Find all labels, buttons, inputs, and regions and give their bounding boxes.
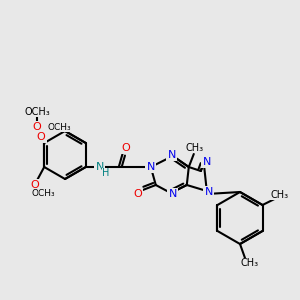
Text: O: O [134, 189, 142, 199]
Text: N: N [147, 162, 155, 172]
Text: O: O [33, 122, 42, 132]
Text: N: N [205, 187, 213, 197]
Text: OCH₃: OCH₃ [47, 122, 71, 131]
Text: N: N [168, 150, 176, 160]
Text: N: N [202, 157, 211, 167]
Text: CH₃: CH₃ [241, 258, 259, 268]
Text: CH₃: CH₃ [271, 190, 289, 200]
Text: H: H [102, 168, 110, 178]
Text: O: O [122, 143, 130, 153]
Text: CH₃: CH₃ [186, 143, 204, 153]
Text: OCH₃: OCH₃ [24, 107, 50, 117]
Text: N: N [169, 189, 177, 199]
Text: O: O [37, 132, 46, 142]
Text: OCH₃: OCH₃ [32, 190, 55, 199]
Text: O: O [31, 180, 40, 190]
Text: N: N [96, 162, 104, 172]
